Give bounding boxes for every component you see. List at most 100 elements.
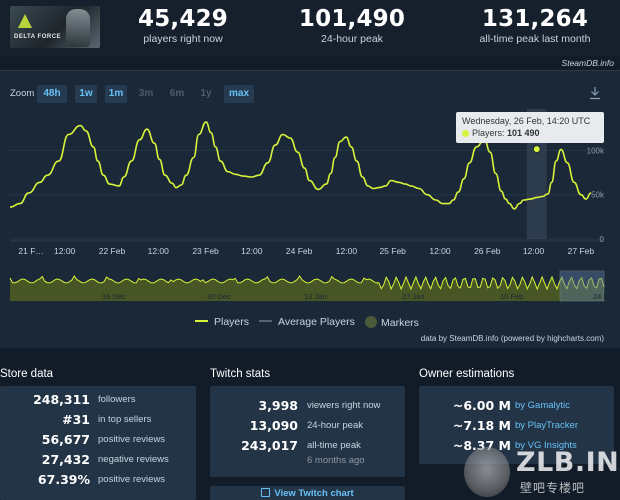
store-row: 248,311 followers xyxy=(0,392,196,407)
owner-estimations-title: Owner estimations xyxy=(419,368,515,380)
navigator-tick-label: 13 Jan xyxy=(304,292,327,301)
x-tick-label: 23 Feb xyxy=(192,246,219,256)
zoom-1w-button[interactable]: 1w xyxy=(75,85,97,103)
x-tick-label: 21 F… xyxy=(18,246,44,256)
chart-credit[interactable]: data by SteamDB.info (powered by highcha… xyxy=(420,334,604,343)
stat-label: all-time peak last month xyxy=(479,33,591,45)
zoom-1m-button[interactable]: 1m xyxy=(105,85,127,103)
twitch-value: 13,090 xyxy=(249,418,298,433)
header-bar: DELTA FORCE 45,429 players right now 101… xyxy=(0,0,620,56)
tooltip-series: Players: xyxy=(472,128,505,138)
average-line-icon xyxy=(259,320,272,322)
stat-24h-peak: 101,490 24-hour peak xyxy=(292,6,412,45)
twitch-row: 13,090 24-hour peak xyxy=(210,418,405,433)
twitch-icon xyxy=(261,488,271,497)
owner-row: ~6.00 M by Gamalytic xyxy=(419,398,614,413)
store-data-card: 248,311 followers #31 in top sellers 56,… xyxy=(0,386,196,500)
highlight-point xyxy=(532,145,541,154)
chart-navigator[interactable]: 16 Dec 30 Dec 13 Jan 27 Jan 10 Feb 24 Feb xyxy=(9,270,616,302)
zoom-3m-button[interactable]: 3m xyxy=(138,88,154,99)
twitch-button-label: View Twitch chart xyxy=(274,488,354,499)
stat-alltime-peak: 131,264 all-time peak last month xyxy=(460,6,610,45)
owner-value: ~7.18 M xyxy=(452,418,511,433)
store-row: 67.39% positive reviews xyxy=(0,472,196,487)
x-tick-label: 12:00 xyxy=(429,246,451,256)
owner-source-link[interactable]: by PlayTracker xyxy=(515,420,578,431)
twitch-row: 243,017 all-time peak xyxy=(210,438,405,453)
store-row: 27,432 negative reviews xyxy=(0,452,196,467)
x-tick-label: 12:00 xyxy=(148,246,170,256)
owner-estimations-card: ~6.00 M by Gamalytic ~7.18 M by PlayTrac… xyxy=(419,386,614,464)
y-axis: 0 50k 100k xyxy=(587,146,605,244)
x-tick-label: 26 Feb xyxy=(474,246,501,256)
store-value: 67.39% xyxy=(37,472,90,487)
zoom-6m-button[interactable]: 6m xyxy=(169,88,185,99)
tooltip-date: Wednesday, 26 Feb, 14:20 UTC xyxy=(462,116,591,126)
store-data-title: Store data xyxy=(0,368,54,380)
logo-text: DELTA FORCE xyxy=(14,34,62,40)
store-label: positive reviews xyxy=(98,474,166,485)
twitch-value: 3,998 xyxy=(258,398,298,413)
store-label: negative reviews xyxy=(98,454,169,465)
legend-label: Markers xyxy=(381,317,419,329)
zoom-1y-button[interactable]: 1y xyxy=(200,88,212,99)
legend-average[interactable]: Average Players xyxy=(259,316,355,328)
view-twitch-chart-button[interactable]: View Twitch chart xyxy=(210,486,405,500)
legend-label: Players xyxy=(214,316,250,328)
players-line-icon xyxy=(195,320,208,322)
stat-label: 24-hour peak xyxy=(321,33,383,45)
x-tick-label: 12:00 xyxy=(523,246,545,256)
twitch-label: viewers right now xyxy=(307,400,381,411)
x-tick-label: 12:00 xyxy=(336,246,358,256)
x-tick-label: 12:00 xyxy=(54,246,76,256)
owner-value: ~6.00 M xyxy=(452,398,511,413)
legend-markers[interactable]: Markers xyxy=(365,316,419,329)
store-value: #31 xyxy=(62,412,90,427)
store-label: positive reviews xyxy=(98,434,166,445)
zoom-max-button[interactable]: max xyxy=(224,85,254,103)
legend-players[interactable]: Players xyxy=(195,316,249,328)
x-tick-label: 24 Feb xyxy=(286,246,313,256)
navigator-line xyxy=(9,275,605,291)
game-logo[interactable]: DELTA FORCE xyxy=(10,6,100,48)
navigator-tick-label: 27 Jan xyxy=(402,292,425,301)
y-tick-label: 50k xyxy=(591,191,605,200)
store-row: 56,677 positive reviews xyxy=(0,432,196,447)
zoom-label: Zoom xyxy=(10,88,35,99)
watermark-avatar-icon xyxy=(464,447,510,497)
watermark-subtext: 壁吧专楼吧 xyxy=(520,481,586,495)
navigator-area xyxy=(10,276,604,301)
twitch-label: 24-hour peak xyxy=(307,420,363,431)
stat-value: 101,490 xyxy=(298,6,406,32)
tooltip-value: 101 490 xyxy=(507,128,540,138)
navigator-tick-label: 24 Feb xyxy=(593,292,616,301)
x-tick-label: 12:00 xyxy=(241,246,263,256)
navigator-range-selector xyxy=(559,270,605,302)
x-axis: 21 F… 12:00 22 Feb 12:00 23 Feb 12:00 24 Feb 12… xyxy=(10,240,604,256)
y-tick-label: 100k xyxy=(587,146,605,155)
twitch-value: 243,017 xyxy=(241,438,298,453)
chart-grid xyxy=(10,149,604,240)
players-chart[interactable]: 21 F… 12:00 22 Feb 12:00 23 Feb 12:00 24 Feb 12… xyxy=(0,105,620,310)
twitch-stats-title: Twitch stats xyxy=(210,368,271,380)
steamdb-credit[interactable]: SteamDB.info xyxy=(561,58,614,68)
markers-dot-icon xyxy=(365,316,377,328)
store-value: 248,311 xyxy=(33,392,90,407)
twitch-label: all-time peak xyxy=(307,440,361,451)
tooltip-row: Players: 101 490 xyxy=(462,128,598,138)
x-tick-label: 27 Feb xyxy=(568,246,595,256)
x-tick-label: 22 Feb xyxy=(99,246,126,256)
owner-row: ~7.18 M by PlayTracker xyxy=(419,418,614,433)
download-icon[interactable] xyxy=(588,86,602,100)
store-value: 27,432 xyxy=(41,452,90,467)
x-tick-label: 25 Feb xyxy=(379,246,406,256)
twitch-note-text: 6 months ago xyxy=(307,455,365,466)
owner-source-link[interactable]: by Gamalytic xyxy=(515,400,570,411)
zoom-48h-button[interactable]: 48h xyxy=(37,85,67,103)
store-label: followers xyxy=(98,394,136,405)
soldier-figure-icon xyxy=(66,9,90,47)
players-series-line xyxy=(9,121,592,210)
owner-source-link[interactable]: by VG Insights xyxy=(515,440,577,451)
chart-tooltip: Wednesday, 26 Feb, 14:20 UTC Players: 10… xyxy=(456,112,604,143)
stat-label: players right now xyxy=(143,33,223,45)
